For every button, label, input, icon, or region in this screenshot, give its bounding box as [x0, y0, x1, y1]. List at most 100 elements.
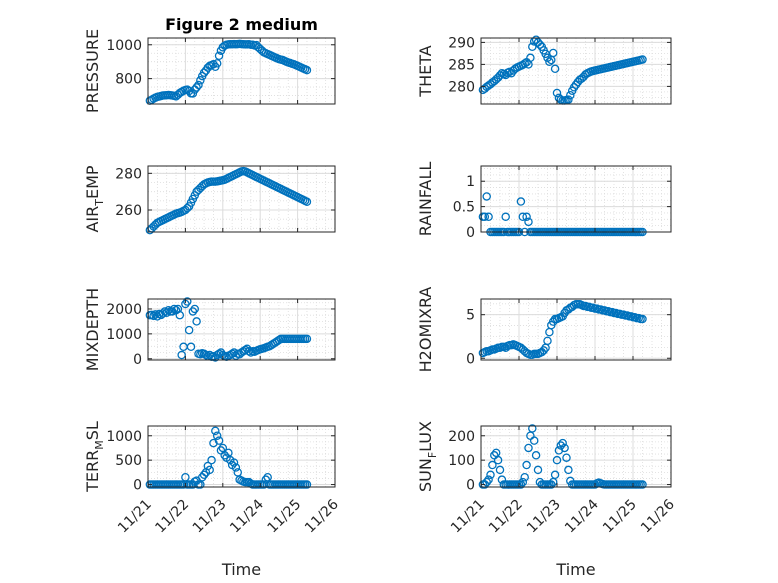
minor-grid — [481, 166, 671, 233]
y-axis-label: THETA — [416, 45, 435, 97]
tick-marks — [480, 166, 672, 233]
data-point — [547, 480, 556, 489]
data-point — [246, 348, 256, 357]
tick-marks — [147, 38, 336, 104]
data-point — [516, 480, 526, 489]
data-point — [177, 350, 186, 360]
data-point — [196, 76, 205, 85]
y-tick-label: 1000 — [106, 327, 142, 343]
subplot-air-temp: 260 280 AIRTEMP — [83, 165, 336, 235]
y-tick-label: 260 — [115, 203, 142, 219]
y-tick-label: 5 — [466, 308, 475, 324]
data-point — [518, 212, 528, 222]
y-tick-label: 280 — [448, 79, 475, 95]
x-axis-label: Time — [221, 560, 261, 579]
data-point — [638, 314, 647, 324]
data-point — [229, 458, 239, 467]
data-point — [212, 431, 222, 441]
data-point — [175, 310, 185, 320]
data-point — [211, 426, 220, 436]
data-point — [550, 470, 560, 480]
y-tick-label: 2000 — [106, 302, 142, 318]
data-point — [524, 443, 533, 453]
data-point — [520, 472, 529, 482]
data-point — [562, 453, 571, 462]
y-axis-label: H2OMIXRA — [416, 287, 435, 373]
data-point — [550, 64, 560, 74]
data-point — [535, 40, 545, 49]
data-point — [203, 461, 213, 471]
y-tick-label: 0.5 — [453, 200, 475, 216]
data-point — [184, 325, 194, 335]
subplot-rainfall: 0 0.5 1 RAINFALL — [416, 162, 672, 241]
data-point — [638, 480, 647, 489]
tick-marks — [147, 299, 336, 360]
y-tick-label: 0 — [466, 225, 475, 241]
y-axis-label: AIRTEMP — [83, 165, 106, 232]
data-point — [199, 470, 209, 480]
axes-box — [147, 298, 336, 361]
data-point — [560, 443, 569, 453]
y-tick-label: 500 — [115, 453, 142, 469]
y-tick-label: 100 — [448, 453, 475, 469]
data-point — [495, 465, 505, 475]
data-point — [482, 477, 491, 487]
tick-marks — [480, 38, 672, 104]
data-point — [212, 59, 222, 68]
data-point — [531, 451, 541, 460]
data-point — [183, 297, 192, 306]
data-point — [522, 460, 531, 470]
y-axis-label: PRESSURE — [83, 29, 102, 113]
y-tick-label: 285 — [448, 57, 475, 73]
y-axis-label: SUNFLUX — [416, 421, 439, 492]
y-axis-label: MIXDEPTH — [83, 288, 102, 371]
subplot-h2omixra: 0 5 H2OMIXRA — [416, 287, 672, 373]
data-point — [493, 455, 503, 465]
data-point — [518, 477, 528, 487]
y-tick-label: 0 — [133, 478, 142, 494]
data-point — [186, 342, 196, 352]
data-point — [528, 42, 537, 52]
data-point — [524, 217, 533, 227]
data-point — [533, 465, 543, 475]
minor-grid — [481, 426, 671, 487]
y-axis-label: RAINFALL — [416, 162, 435, 237]
y-tick-label: 290 — [448, 35, 475, 51]
y-tick-label: 0 — [466, 478, 475, 494]
subplot-theta: 280 285 290 THETA — [416, 35, 672, 105]
y-tick-label: 0 — [466, 351, 475, 367]
axes-box — [480, 165, 672, 233]
data-point — [194, 80, 203, 90]
data-markers — [478, 299, 647, 360]
y-axis-label: TERRMSL — [83, 421, 106, 493]
data-point — [558, 438, 567, 448]
data-point — [302, 197, 312, 206]
data-point — [482, 192, 491, 201]
y-tick-label: 1000 — [106, 38, 142, 54]
data-point — [188, 89, 198, 98]
data-point — [231, 463, 241, 472]
data-point — [192, 317, 201, 326]
y-tick-label: 0 — [133, 352, 142, 368]
data-point — [516, 197, 526, 206]
data-point — [169, 304, 179, 314]
tick-marks — [147, 166, 336, 232]
data-point — [529, 436, 539, 445]
data-point — [566, 90, 575, 100]
data-point — [190, 304, 199, 314]
data-point — [552, 88, 562, 98]
data-point — [214, 436, 224, 445]
axes-box — [480, 298, 672, 361]
data-point — [545, 57, 554, 67]
tick-marks — [480, 426, 672, 487]
data-markers — [145, 39, 312, 105]
data-point — [526, 53, 535, 63]
axes-box — [480, 425, 672, 488]
data-point — [520, 59, 529, 68]
x-axis-label: Time — [555, 560, 595, 579]
minor-grid — [481, 38, 671, 104]
data-point — [302, 65, 312, 75]
y-tick-label: 800 — [115, 72, 142, 88]
